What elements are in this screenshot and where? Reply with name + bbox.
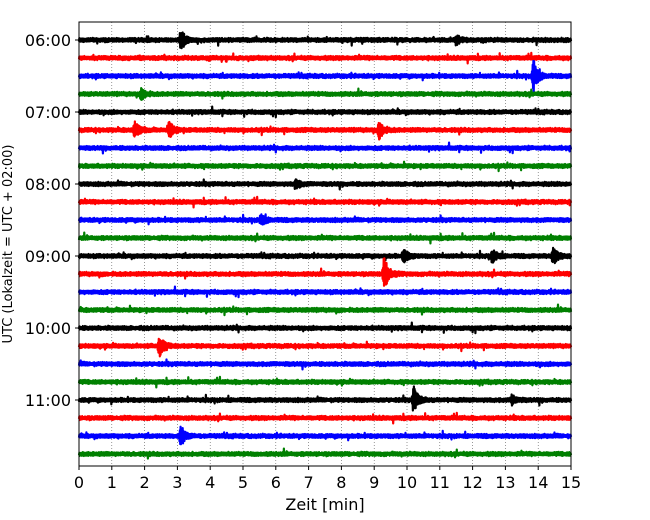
seismogram-trace	[77, 375, 573, 389]
x-tick-label: 7	[304, 473, 314, 492]
x-tick-label: 15	[561, 473, 581, 492]
seismogram-trace	[77, 257, 573, 287]
y-tick-label: 06:00	[25, 31, 71, 50]
seismogram-trace	[77, 447, 573, 460]
x-tick-label: 11	[430, 473, 450, 492]
seismogram-trace	[77, 178, 573, 191]
x-tick-label: 5	[238, 473, 248, 492]
x-tick-label: 0	[74, 473, 84, 492]
x-tick-label: 2	[140, 473, 150, 492]
x-tick-label: 10	[397, 473, 417, 492]
seismogram-trace	[77, 425, 573, 446]
x-tick-label: 8	[336, 473, 346, 492]
y-tick-label: 10:00	[25, 319, 71, 338]
y-tick-label: 08:00	[25, 175, 71, 194]
seismogram-trace	[77, 87, 573, 101]
seismogram-trace	[77, 231, 573, 245]
y-tick-label: 11:00	[25, 391, 71, 410]
plot-frame	[78, 21, 572, 467]
y-tick-label: 07:00	[25, 103, 71, 122]
seismogram-trace	[77, 120, 573, 141]
x-axis-title: Zeit [min]	[285, 495, 364, 514]
x-tick-label: 6	[271, 473, 281, 492]
seismogram-trace	[77, 303, 573, 317]
x-tick-label: 14	[528, 473, 548, 492]
seismogram-trace	[77, 321, 573, 335]
seismogram-trace	[77, 337, 573, 358]
x-tick-label: 9	[369, 473, 379, 492]
seismogram-trace	[77, 358, 573, 371]
seismogram-trace	[77, 246, 573, 265]
y-axis-title: UTC (Lokalzeit = UTC + 02:00)	[1, 145, 16, 344]
seismogram-trace	[77, 141, 573, 155]
seismogram-trace	[77, 160, 573, 173]
axes: 0 1 2 3 4 5 6 7 8 9 10 11 12 13 14 1506:0007:0008:0009:…	[25, 31, 581, 492]
x-tick-label: 3	[172, 473, 182, 492]
seismogram-trace	[77, 385, 573, 412]
seismogram-trace	[77, 51, 573, 65]
x-tick-label: 1	[107, 473, 117, 492]
seismogram-trace	[77, 411, 573, 425]
seismogram-trace	[77, 213, 573, 226]
seismogram-trace	[77, 285, 573, 299]
seismogram-trace	[77, 59, 573, 93]
x-tick-label: 13	[495, 473, 515, 492]
seismogram-trace	[77, 105, 573, 119]
seismogram-trace	[77, 31, 573, 50]
x-tick-label: 4	[205, 473, 215, 492]
seismogram-trace	[77, 195, 573, 209]
seismogram-traces	[77, 31, 573, 460]
y-tick-label: 09:00	[25, 247, 71, 266]
x-tick-label: 12	[462, 473, 482, 492]
